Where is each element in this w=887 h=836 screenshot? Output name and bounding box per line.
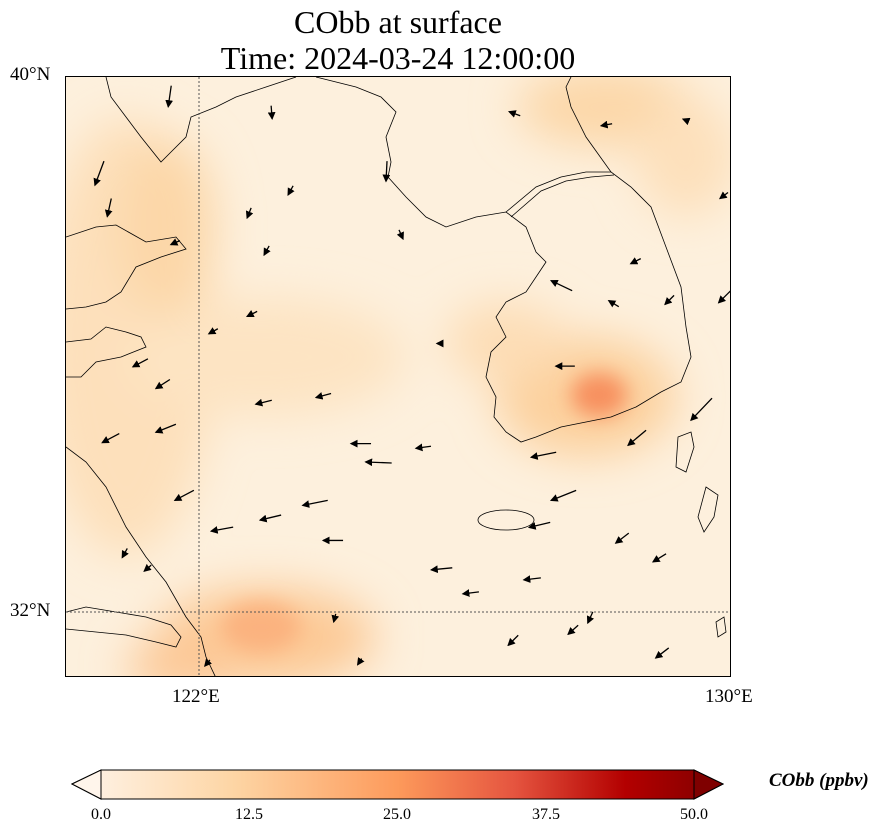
wind-arrow xyxy=(287,185,295,196)
colorbar-tick: 50.0 xyxy=(680,806,708,823)
wind-arrow xyxy=(549,279,573,292)
coastlines xyxy=(66,77,727,676)
wind-arrow xyxy=(396,229,404,241)
wind-arrow xyxy=(522,575,541,583)
wind-arrow xyxy=(614,532,630,544)
wind-arrow xyxy=(527,521,551,530)
lon-tick-130: 130°E xyxy=(705,686,753,707)
wind-arrow xyxy=(718,191,729,200)
wind-arrow xyxy=(629,257,642,265)
colorbar-tick: 0.0 xyxy=(91,806,111,823)
wind-arrow xyxy=(104,198,113,218)
wind-arrow xyxy=(101,433,120,444)
wind-arrow xyxy=(314,392,332,400)
wind-arrow xyxy=(690,397,713,422)
hotspot xyxy=(571,373,627,417)
wind-arrow xyxy=(169,238,181,246)
wind-arrow xyxy=(245,207,254,220)
wind-arrow xyxy=(301,499,328,508)
wind-arrow xyxy=(567,624,579,636)
map-time: Time: 2024-03-24 12:00:00 xyxy=(220,40,576,76)
colorbar-tick: 12.5 xyxy=(235,806,263,823)
wind-arrow xyxy=(154,423,177,434)
wind-vectors xyxy=(93,85,730,667)
wind-arrow xyxy=(263,245,271,257)
wind-arrow xyxy=(356,657,365,666)
wind-arrow xyxy=(507,110,521,118)
wind-arrow xyxy=(607,300,620,308)
lat-tick-32: 32°N xyxy=(10,600,51,621)
wind-arrow xyxy=(258,514,282,523)
wind-arrow xyxy=(204,658,213,667)
wind-arrow xyxy=(529,451,557,460)
map-title: CObb at surface xyxy=(294,4,502,40)
wind-arrow xyxy=(586,611,595,625)
lat-tick-40: 40°N xyxy=(10,64,51,85)
wind-arrow xyxy=(664,294,675,306)
wind-arrow xyxy=(173,489,195,501)
map-plot-area xyxy=(65,76,731,677)
gridlines xyxy=(66,77,730,676)
wind-arrow xyxy=(627,429,647,447)
wind-arrow xyxy=(717,290,730,304)
wind-arrow xyxy=(414,443,432,452)
concentration-blobs xyxy=(66,77,730,676)
wind-arrow xyxy=(254,398,272,407)
wind-arrow xyxy=(461,589,480,597)
wind-arrow xyxy=(154,378,171,390)
wind-arrow xyxy=(429,565,453,574)
wind-arrow xyxy=(331,613,340,624)
wind-arrow xyxy=(382,161,391,183)
lon-tick-122: 122°E xyxy=(172,686,220,707)
wind-arrow xyxy=(121,548,129,559)
wind-arrow xyxy=(93,160,105,187)
wind-arrow xyxy=(131,358,149,368)
wind-arrow xyxy=(267,105,276,121)
colorbar-max-extend xyxy=(693,769,725,800)
map-svg xyxy=(66,77,730,676)
colorbar-min-extend xyxy=(70,769,102,800)
colorbar-label: CObb (ppbv) xyxy=(769,770,869,791)
wind-arrow xyxy=(681,117,691,126)
wind-arrow xyxy=(209,526,234,534)
colorbar-tick: 37.5 xyxy=(532,806,560,823)
wind-arrow xyxy=(245,309,258,317)
wind-arrow xyxy=(654,647,670,659)
wind-arrow xyxy=(651,553,667,563)
colorbar xyxy=(70,769,725,800)
wind-arrow xyxy=(143,563,152,572)
wind-arrow xyxy=(207,327,219,335)
wind-arrow xyxy=(165,85,174,108)
hotspot xyxy=(221,602,301,652)
wind-arrow xyxy=(599,120,613,129)
colorbar-tick: 25.0 xyxy=(383,806,411,823)
wind-arrow xyxy=(364,458,392,467)
wind-arrow xyxy=(507,634,519,647)
wind-arrow xyxy=(549,489,577,502)
